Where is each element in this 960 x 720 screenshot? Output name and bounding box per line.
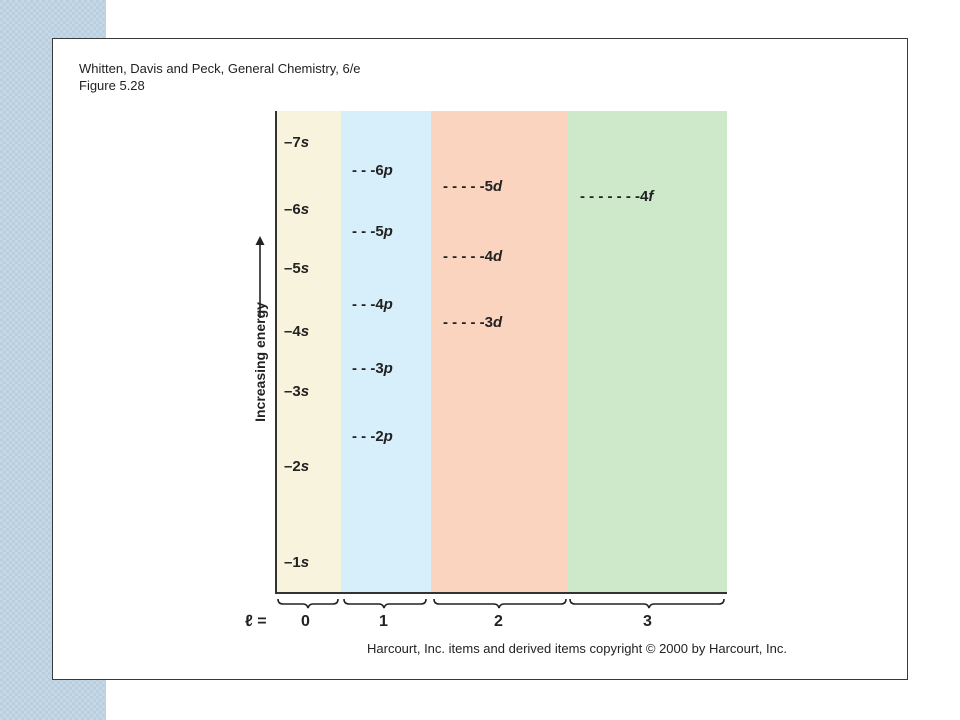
l-equals-label: ℓ =	[245, 613, 267, 630]
level-5d: - - - - -5d	[443, 178, 503, 195]
copyright-notice: Harcourt, Inc. items and derived items c…	[367, 641, 787, 656]
figure-number-caption: Figure 5.28	[79, 78, 145, 93]
column-l1-background	[341, 111, 431, 593]
column-l3-background	[568, 111, 727, 593]
level-3p: - - -3p	[352, 360, 393, 377]
level-6s: –6s	[284, 201, 310, 218]
l-value-2: 2	[494, 613, 503, 630]
column-l2-background	[431, 111, 568, 593]
level-2p: - - -2p	[352, 428, 393, 445]
level-4s: –4s	[284, 323, 310, 340]
level-7s: –7s	[284, 134, 310, 151]
level-4f: - - - - - - -4f	[580, 188, 654, 205]
level-5s: –5s	[284, 260, 310, 277]
level-3s: –3s	[284, 383, 310, 400]
level-5p: - - -5p	[352, 223, 393, 240]
level-6p: - - -6p	[352, 162, 393, 179]
level-1s: –1s	[284, 554, 310, 571]
energy-axis-label-text: Increasing energy	[252, 302, 268, 422]
level-3d: - - - - -3d	[443, 314, 503, 331]
l-value-0: 0	[301, 613, 310, 630]
energy-axis-line	[275, 111, 277, 593]
energy-arrow-icon	[255, 236, 265, 318]
level-4d: - - - - -4d	[443, 248, 503, 265]
level-2s: –2s	[284, 458, 310, 475]
l-value-3: 3	[643, 613, 652, 630]
baseline-axis-line	[275, 592, 727, 594]
column-l0-background	[277, 111, 341, 593]
figure-source-caption: Whitten, Davis and Peck, General Chemist…	[79, 61, 361, 76]
level-4p: - - -4p	[352, 296, 393, 313]
l-value-1: 1	[379, 613, 388, 630]
